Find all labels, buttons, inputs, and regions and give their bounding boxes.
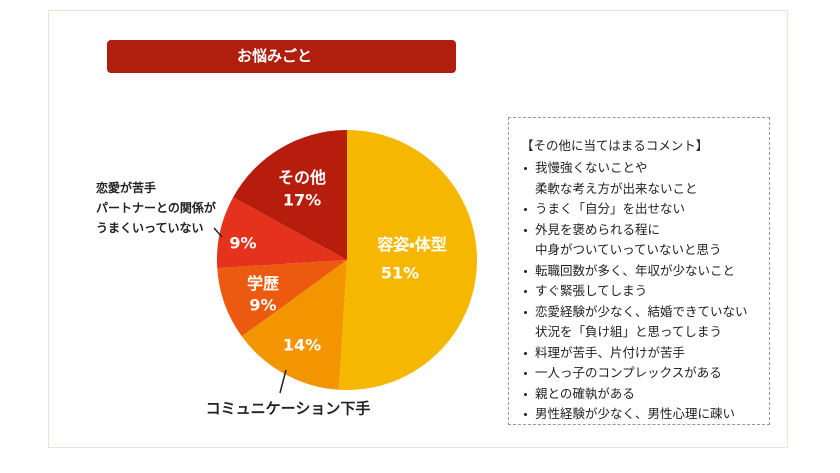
comment-title: 【その他に当てはまるコメント】: [521, 138, 709, 153]
comment-item: 我慢強くないことや 柔軟な考え方が出来ないこと: [521, 158, 769, 199]
comment-item: 親との確執がある: [521, 384, 769, 405]
comment-item: 恋愛経験が少なく、結婚できていない 状況を「負け組」と思ってしまう: [521, 302, 769, 343]
pie-slice: [217, 197, 347, 269]
comment-item: うまく「自分」を出せない: [521, 199, 769, 220]
comment-item: 外見を褒められる程に 中身がついていっていないと思う: [521, 220, 769, 261]
pie-slice: [241, 260, 347, 390]
pie-slice: [338, 130, 478, 390]
category-label: コミュニケーション下手: [205, 399, 371, 418]
comment-item: 男性経験が少なく、男性心理に疎い: [521, 404, 769, 425]
chart-title: お悩みごと: [107, 40, 456, 73]
value-label: 9%: [249, 295, 277, 315]
pie-slice: [217, 260, 347, 337]
category-label: その他: [277, 168, 327, 187]
card: [48, 10, 788, 448]
comment-item: すぐ緊張してしまう: [521, 281, 769, 302]
comment-item: 料理が苦手、片付けが苦手: [521, 343, 769, 364]
value-label: 17%: [282, 190, 322, 210]
pie-slice: [233, 130, 347, 260]
category-label: 恋愛が苦手 パートナーとの関係が うまくいっていない: [96, 181, 216, 235]
leader-line: [213, 227, 223, 238]
value-label: 14%: [282, 335, 322, 355]
comment-box: 【その他に当てはまるコメント】 我慢強くないことや 柔軟な考え方が出来ないことう…: [508, 117, 770, 425]
value-label: 51%: [380, 263, 420, 283]
comment-item: 転職回数が多く、年収が少ないこと: [521, 261, 769, 282]
category-label: 容姿・体型: [377, 235, 447, 254]
comment-item: 一人っ子のコンプレックスがある: [521, 363, 769, 384]
value-label: 9%: [229, 233, 257, 253]
leader-line: [279, 369, 287, 394]
category-label: 学歴: [246, 274, 280, 293]
